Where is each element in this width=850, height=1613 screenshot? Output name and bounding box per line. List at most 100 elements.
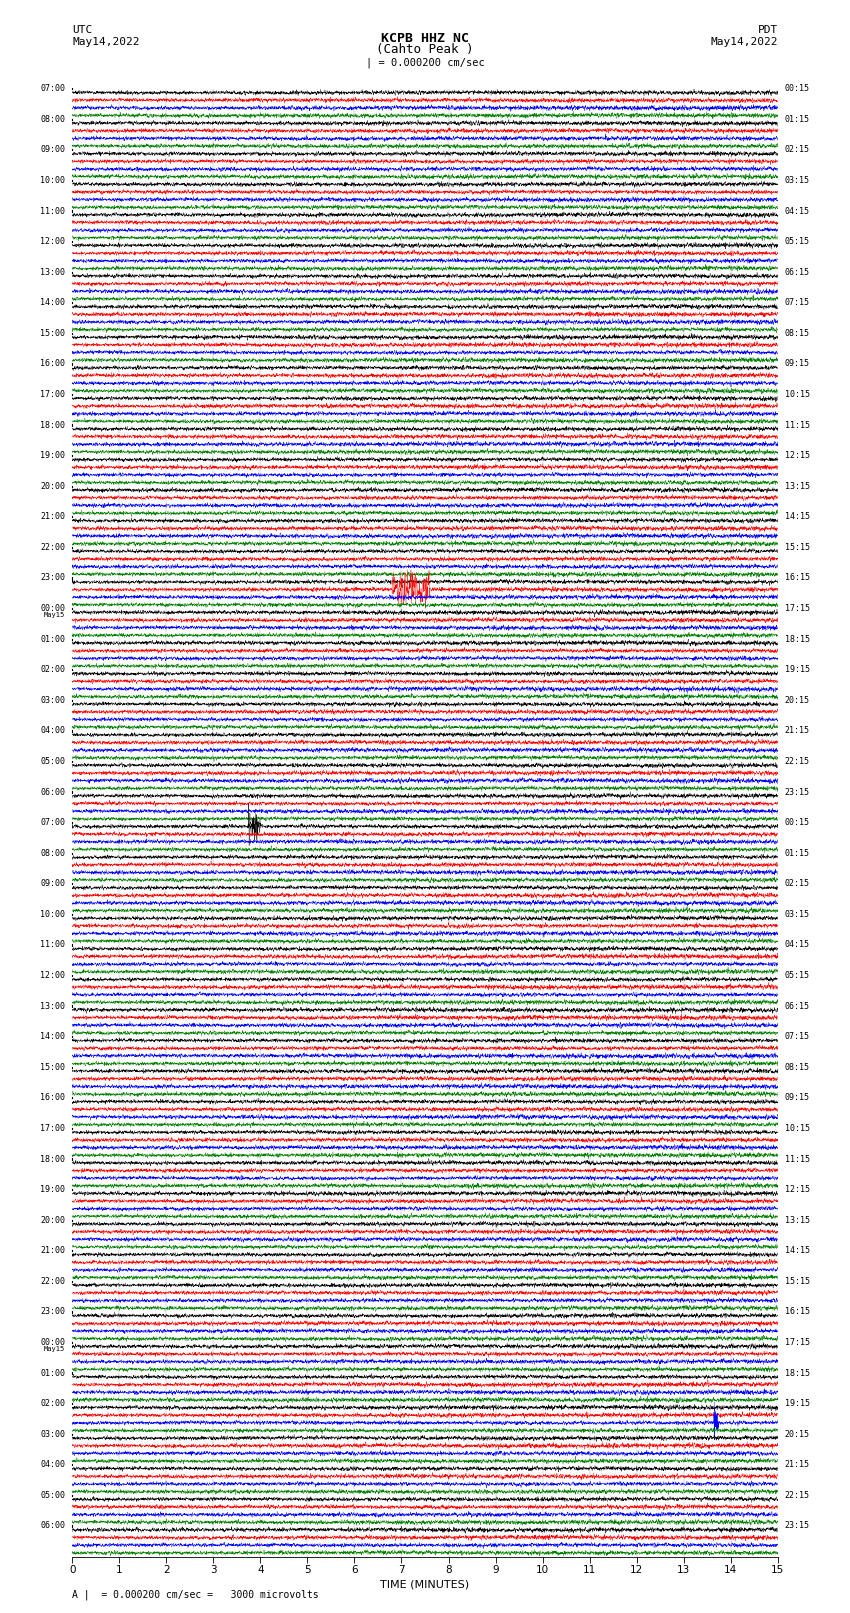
Text: 06:15: 06:15 [785, 1002, 810, 1011]
Text: 02:15: 02:15 [785, 879, 810, 889]
Text: 09:00: 09:00 [40, 879, 65, 889]
Text: 20:15: 20:15 [785, 1429, 810, 1439]
Text: 21:00: 21:00 [40, 513, 65, 521]
Text: 15:00: 15:00 [40, 329, 65, 337]
Text: 15:00: 15:00 [40, 1063, 65, 1071]
Text: 16:00: 16:00 [40, 360, 65, 368]
Text: 09:15: 09:15 [785, 360, 810, 368]
Text: 17:00: 17:00 [40, 1124, 65, 1132]
Text: 19:15: 19:15 [785, 1398, 810, 1408]
Text: 11:15: 11:15 [785, 1155, 810, 1163]
Text: 15:15: 15:15 [785, 544, 810, 552]
Text: May15: May15 [44, 613, 65, 618]
Text: 14:15: 14:15 [785, 1247, 810, 1255]
Text: 18:15: 18:15 [785, 634, 810, 644]
Text: 11:15: 11:15 [785, 421, 810, 429]
Text: 10:00: 10:00 [40, 910, 65, 919]
Text: 12:15: 12:15 [785, 452, 810, 460]
Text: 08:15: 08:15 [785, 1063, 810, 1071]
Text: 21:00: 21:00 [40, 1247, 65, 1255]
Text: 06:15: 06:15 [785, 268, 810, 277]
Text: 17:15: 17:15 [785, 605, 810, 613]
Text: 00:00: 00:00 [40, 605, 65, 613]
Text: 07:15: 07:15 [785, 1032, 810, 1040]
Text: 04:15: 04:15 [785, 206, 810, 216]
Text: 19:00: 19:00 [40, 1186, 65, 1194]
Text: 02:15: 02:15 [785, 145, 810, 155]
Text: 23:15: 23:15 [785, 787, 810, 797]
Text: 01:15: 01:15 [785, 848, 810, 858]
Text: 22:15: 22:15 [785, 756, 810, 766]
Text: 03:00: 03:00 [40, 695, 65, 705]
Text: 23:00: 23:00 [40, 1308, 65, 1316]
Text: 01:15: 01:15 [785, 115, 810, 124]
Text: May15: May15 [44, 1347, 65, 1352]
Text: 04:00: 04:00 [40, 726, 65, 736]
Text: | = 0.000200 cm/sec: | = 0.000200 cm/sec [366, 56, 484, 68]
Text: 13:15: 13:15 [785, 1216, 810, 1224]
Text: 22:00: 22:00 [40, 1277, 65, 1286]
Text: 12:00: 12:00 [40, 237, 65, 247]
Text: 09:00: 09:00 [40, 145, 65, 155]
Text: 22:15: 22:15 [785, 1490, 810, 1500]
Text: 12:00: 12:00 [40, 971, 65, 981]
Text: 08:15: 08:15 [785, 329, 810, 337]
Text: 07:00: 07:00 [40, 84, 65, 94]
Text: 08:00: 08:00 [40, 848, 65, 858]
Text: 11:00: 11:00 [40, 206, 65, 216]
Text: 16:00: 16:00 [40, 1094, 65, 1102]
Text: 11:00: 11:00 [40, 940, 65, 950]
Text: 22:00: 22:00 [40, 544, 65, 552]
Text: 05:00: 05:00 [40, 1490, 65, 1500]
Text: 21:15: 21:15 [785, 1460, 810, 1469]
Text: 07:15: 07:15 [785, 298, 810, 306]
Text: 14:15: 14:15 [785, 513, 810, 521]
Text: 18:00: 18:00 [40, 421, 65, 429]
Text: 20:00: 20:00 [40, 482, 65, 490]
Text: 00:15: 00:15 [785, 84, 810, 94]
Text: 14:00: 14:00 [40, 1032, 65, 1040]
Text: 18:00: 18:00 [40, 1155, 65, 1163]
Text: 13:00: 13:00 [40, 268, 65, 277]
Text: 02:00: 02:00 [40, 1398, 65, 1408]
Text: UTC: UTC [72, 26, 93, 35]
Text: 15:15: 15:15 [785, 1277, 810, 1286]
Text: 00:00: 00:00 [40, 1339, 65, 1347]
Text: 09:15: 09:15 [785, 1094, 810, 1102]
Text: 13:15: 13:15 [785, 482, 810, 490]
Text: 02:00: 02:00 [40, 665, 65, 674]
Text: 19:00: 19:00 [40, 452, 65, 460]
Text: 04:00: 04:00 [40, 1460, 65, 1469]
Text: 20:00: 20:00 [40, 1216, 65, 1224]
Text: 20:15: 20:15 [785, 695, 810, 705]
Text: May14,2022: May14,2022 [711, 37, 778, 47]
Text: 23:00: 23:00 [40, 574, 65, 582]
Text: KCPB HHZ NC: KCPB HHZ NC [381, 32, 469, 45]
Text: 10:00: 10:00 [40, 176, 65, 185]
Text: 14:00: 14:00 [40, 298, 65, 306]
Text: 06:00: 06:00 [40, 787, 65, 797]
X-axis label: TIME (MINUTES): TIME (MINUTES) [381, 1579, 469, 1589]
Text: 04:15: 04:15 [785, 940, 810, 950]
Text: 03:15: 03:15 [785, 910, 810, 919]
Text: 10:15: 10:15 [785, 390, 810, 398]
Text: PDT: PDT [757, 26, 778, 35]
Text: May14,2022: May14,2022 [72, 37, 139, 47]
Text: 21:15: 21:15 [785, 726, 810, 736]
Text: 12:15: 12:15 [785, 1186, 810, 1194]
Text: 23:15: 23:15 [785, 1521, 810, 1531]
Text: 01:00: 01:00 [40, 634, 65, 644]
Text: 00:15: 00:15 [785, 818, 810, 827]
Text: 13:00: 13:00 [40, 1002, 65, 1011]
Text: (Cahto Peak ): (Cahto Peak ) [377, 44, 473, 56]
Text: 10:15: 10:15 [785, 1124, 810, 1132]
Text: 17:15: 17:15 [785, 1339, 810, 1347]
Text: 16:15: 16:15 [785, 1308, 810, 1316]
Text: 17:00: 17:00 [40, 390, 65, 398]
Text: A |  = 0.000200 cm/sec =   3000 microvolts: A | = 0.000200 cm/sec = 3000 microvolts [72, 1589, 319, 1600]
Text: 01:00: 01:00 [40, 1368, 65, 1378]
Text: 03:15: 03:15 [785, 176, 810, 185]
Text: 06:00: 06:00 [40, 1521, 65, 1531]
Text: 05:15: 05:15 [785, 971, 810, 981]
Text: 16:15: 16:15 [785, 574, 810, 582]
